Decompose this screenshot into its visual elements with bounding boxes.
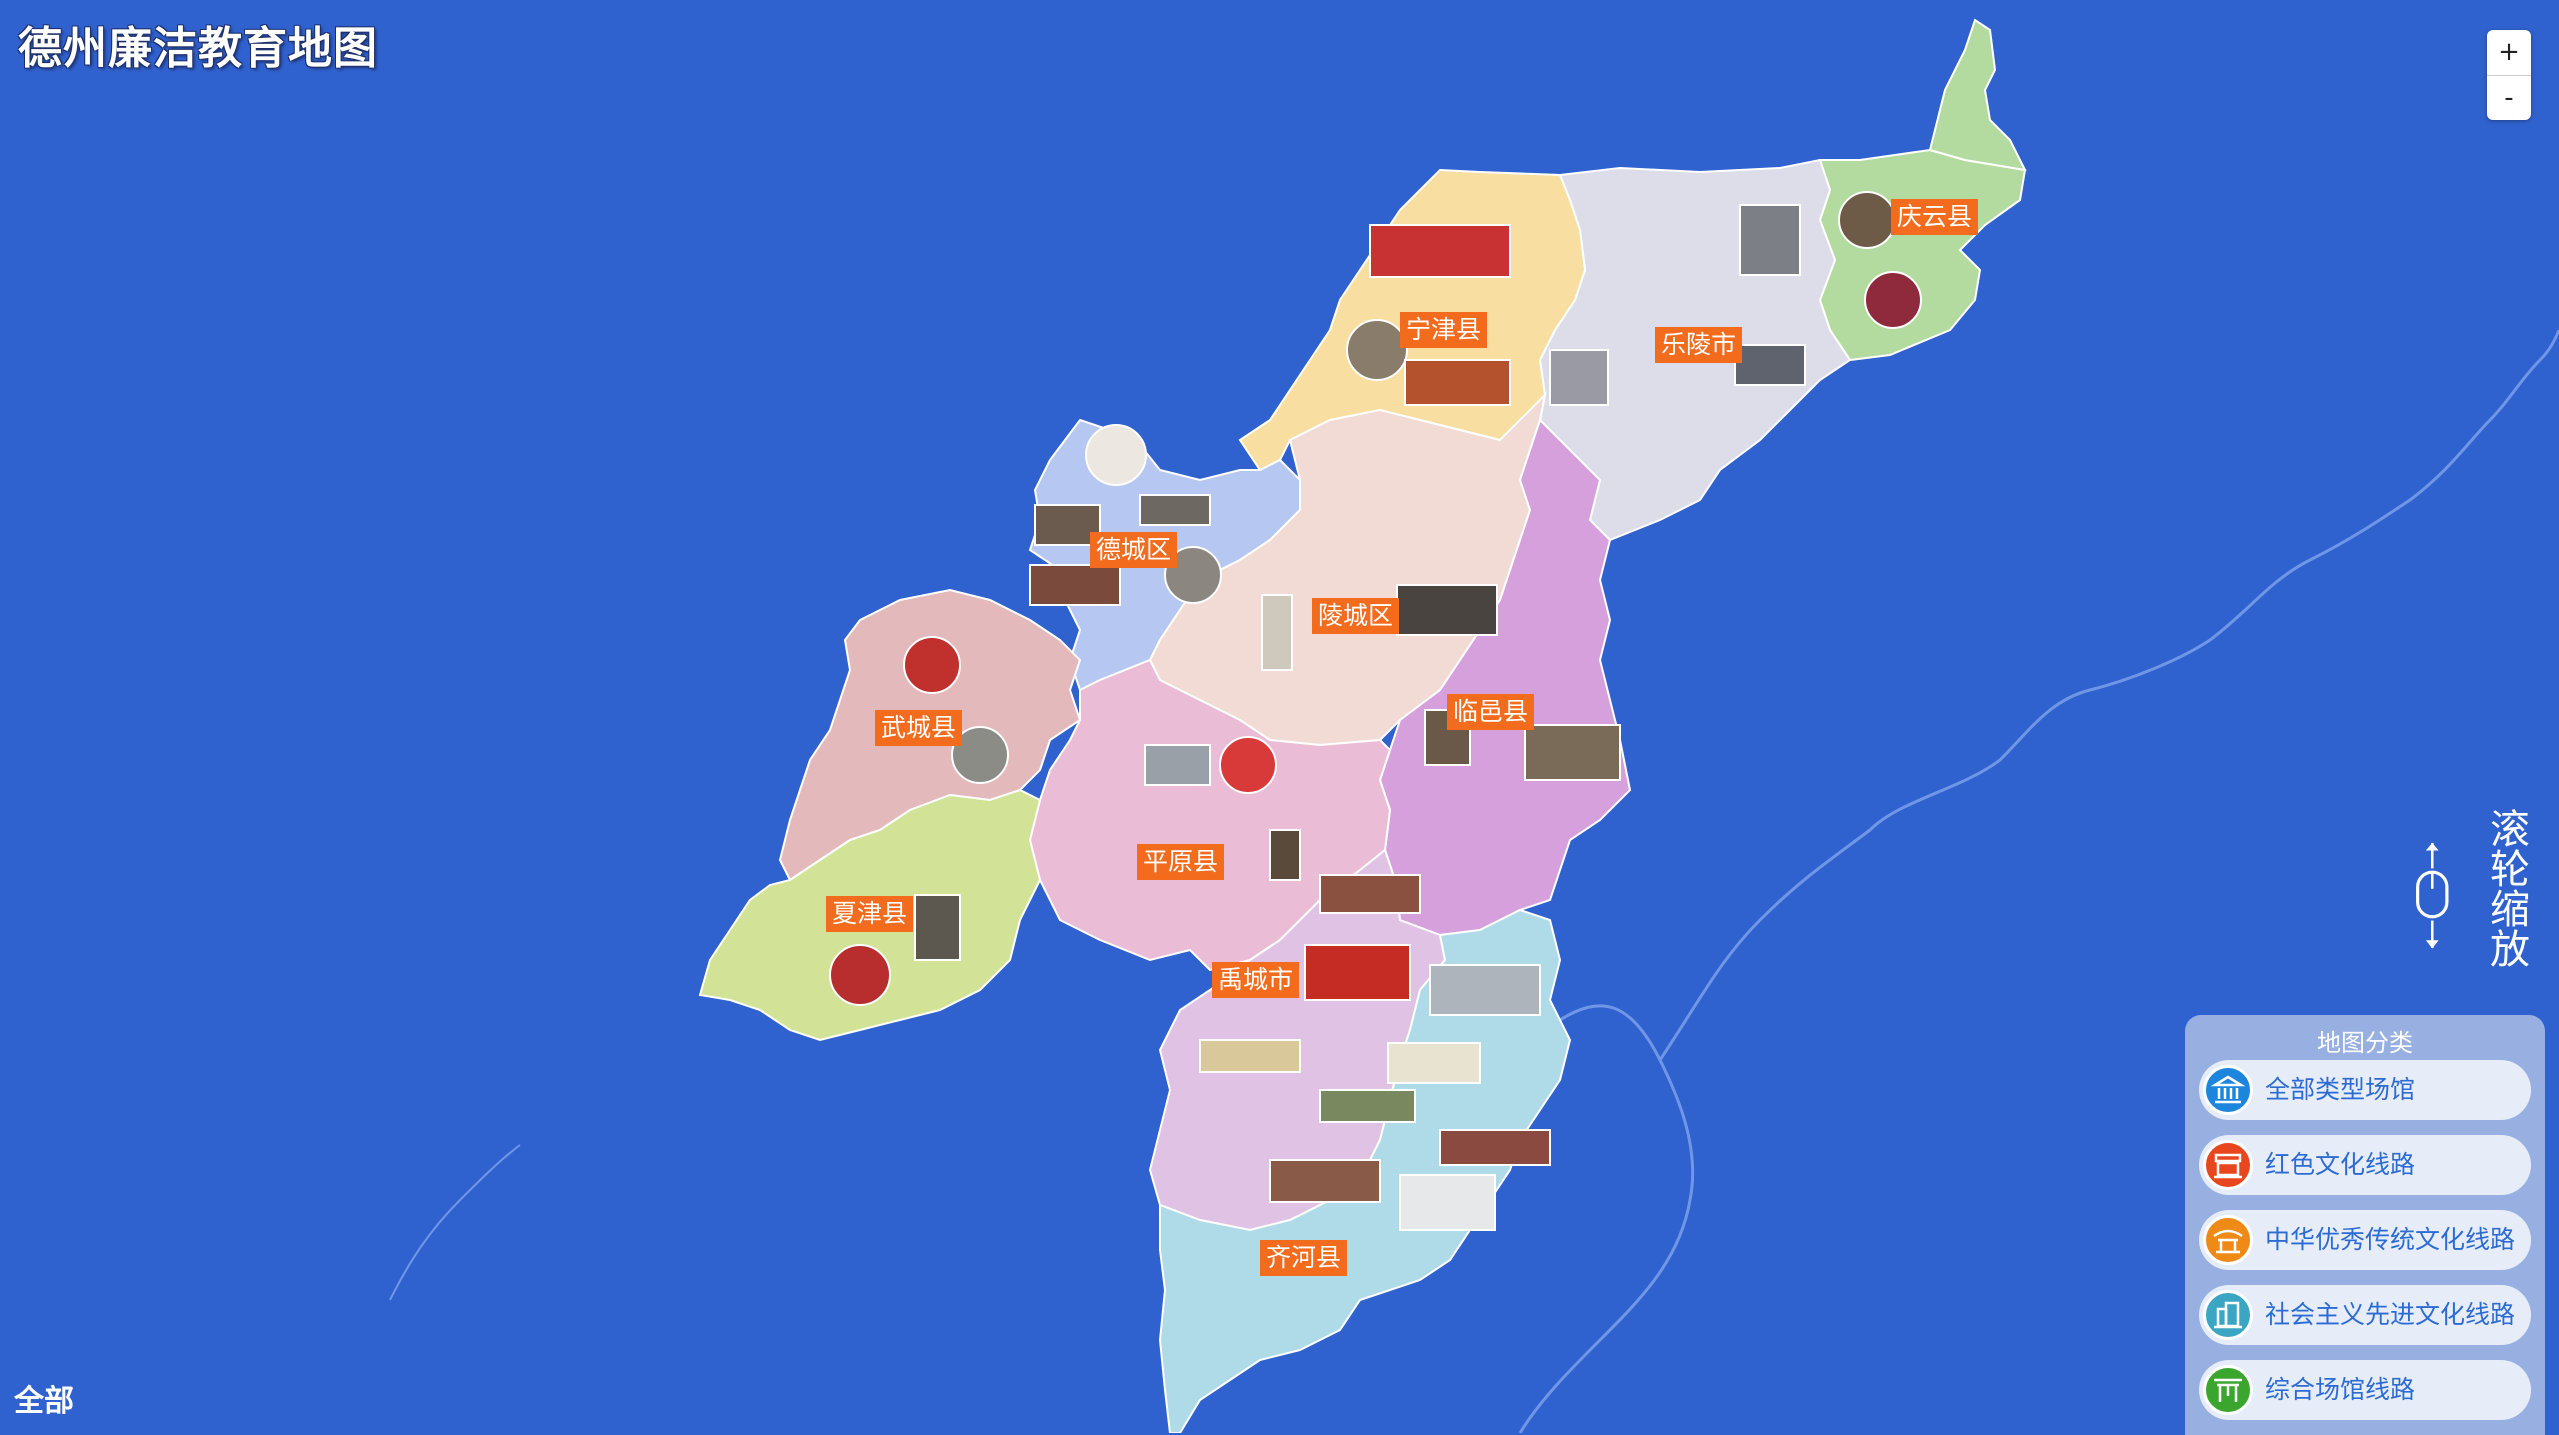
region-label-pingyuan[interactable]: 平原县	[1137, 844, 1225, 880]
venue-thumb[interactable]	[1399, 1174, 1496, 1231]
region-label-qihe[interactable]: 齐河县	[1260, 1240, 1348, 1276]
zoom-out-button[interactable]: -	[2504, 83, 2514, 113]
category-comprehensive[interactable]: 综合场馆线路	[2199, 1360, 2531, 1420]
region-label-xiajin[interactable]: 夏津县	[826, 896, 914, 932]
region-qingyun-tip[interactable]	[1928, 18, 2027, 172]
pavilion-icon	[2203, 1215, 2253, 1265]
venue-thumb[interactable]	[1439, 1129, 1551, 1166]
region-label-yucheng[interactable]: 禹城市	[1212, 962, 1300, 998]
venue-thumb[interactable]	[1319, 1089, 1416, 1123]
venue-thumb[interactable]	[1396, 584, 1498, 636]
zoom-in-button[interactable]: +	[2487, 30, 2531, 76]
venue-thumb[interactable]	[1085, 424, 1147, 486]
scroll-zoom-hint: 滚 轮 缩 放	[2490, 807, 2530, 973]
region-label-ningjin[interactable]: 宁津县	[1400, 312, 1488, 348]
region-qingyun[interactable]	[1818, 148, 2027, 362]
venue-thumb[interactable]	[1034, 504, 1101, 546]
venue-thumb[interactable]	[1369, 224, 1511, 278]
venue-thumb[interactable]	[1269, 829, 1301, 881]
venue-thumb[interactable]	[903, 636, 961, 694]
region-label-linyi[interactable]: 临邑县	[1447, 694, 1535, 730]
building-icon	[2203, 1290, 2253, 1340]
region-label-qingyun[interactable]: 庆云县	[1891, 199, 1979, 235]
category-panel: 地图分类 全部类型场馆 红色文化线路 中华优秀传统文化线路 社会主义先进文化线路…	[2185, 1015, 2545, 1435]
venue-thumb[interactable]	[1524, 724, 1621, 781]
museum-icon	[2203, 1065, 2253, 1115]
venue-thumb[interactable]	[1346, 319, 1408, 381]
category-socialist-culture[interactable]: 社会主义先进文化线路	[2199, 1285, 2531, 1345]
panel-title: 地图分类	[2317, 1029, 2413, 1057]
mouse-scroll-icon	[2416, 842, 2449, 949]
zoom-control: + -	[2487, 30, 2531, 120]
gate-icon	[2203, 1140, 2253, 1190]
venue-thumb[interactable]	[1429, 964, 1541, 1016]
region-label-lingcheng[interactable]: 陵城区	[1312, 598, 1400, 634]
venue-thumb[interactable]	[1219, 736, 1277, 794]
venue-thumb[interactable]	[1261, 594, 1293, 671]
venue-thumb[interactable]	[1549, 349, 1609, 406]
venue-thumb[interactable]	[1144, 744, 1211, 786]
venue-thumb[interactable]	[1269, 1159, 1381, 1203]
venue-thumb[interactable]	[1164, 546, 1222, 604]
venue-thumb[interactable]	[1319, 874, 1421, 914]
venue-markers	[829, 191, 1922, 1231]
river	[1658, 329, 2559, 1061]
venue-thumb[interactable]	[1838, 191, 1896, 249]
page-title: 德州廉洁教育地图	[18, 23, 378, 74]
venue-thumb[interactable]	[1404, 359, 1511, 406]
venue-thumb[interactable]	[1029, 564, 1121, 606]
venue-thumb[interactable]	[1739, 204, 1801, 276]
category-label: 综合场馆线路	[2265, 1375, 2416, 1404]
region-label-decheng[interactable]: 德城区	[1090, 532, 1178, 568]
category-label: 全部类型场馆	[2265, 1075, 2416, 1104]
venue-thumb[interactable]	[1864, 271, 1922, 329]
category-label: 中华优秀传统文化线路	[2265, 1225, 2516, 1254]
venue-thumb[interactable]	[1199, 1039, 1301, 1073]
venue-thumb[interactable]	[951, 726, 1009, 784]
venue-thumb[interactable]	[1139, 494, 1211, 526]
region-label-laoling[interactable]: 乐陵市	[1655, 327, 1743, 363]
venue-thumb[interactable]	[1304, 944, 1411, 1001]
category-label: 社会主义先进文化线路	[2265, 1300, 2516, 1329]
venue-thumb[interactable]	[1734, 344, 1806, 386]
river	[389, 1144, 521, 1301]
region-label-wucheng[interactable]: 武城县	[875, 710, 963, 746]
venue-thumb[interactable]	[829, 944, 891, 1006]
venue-thumb[interactable]	[914, 894, 961, 961]
category-label: 红色文化线路	[2265, 1150, 2416, 1179]
category-all-venues[interactable]: 全部类型场馆	[2199, 1060, 2531, 1120]
current-filter-label: 全部	[14, 1384, 74, 1419]
venue-thumb[interactable]	[1387, 1042, 1481, 1084]
category-red-culture[interactable]: 红色文化线路	[2199, 1135, 2531, 1195]
category-traditional-culture[interactable]: 中华优秀传统文化线路	[2199, 1210, 2531, 1270]
archway-icon	[2203, 1365, 2253, 1415]
